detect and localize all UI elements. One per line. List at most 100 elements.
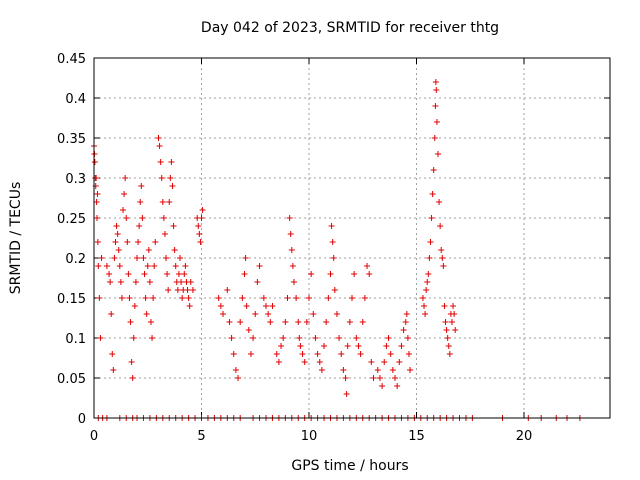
data-point (122, 175, 129, 181)
y-tick-label: 0.3 (65, 172, 86, 187)
data-point (427, 239, 434, 245)
grid-layer (94, 58, 610, 418)
data-point (112, 239, 119, 245)
data-point (383, 343, 390, 349)
data-point (357, 351, 364, 357)
data-point (186, 303, 193, 309)
data-point (364, 263, 371, 269)
data-point (146, 279, 153, 285)
data-point (428, 215, 435, 221)
data-point (93, 199, 100, 205)
data-point (432, 103, 439, 109)
data-point (370, 375, 377, 381)
data-point (91, 159, 98, 165)
data-point (139, 215, 146, 221)
data-point (250, 335, 257, 341)
y-axis-label: SRMTID / TECUs (8, 182, 24, 295)
data-point (312, 335, 319, 341)
data-point (115, 247, 122, 253)
data-point (374, 367, 381, 373)
y-tick-label: 0.15 (57, 292, 86, 307)
data-point (96, 295, 103, 301)
x-tick-label: 15 (408, 429, 425, 444)
data-point (263, 303, 269, 309)
data-point (157, 159, 164, 165)
data-point (295, 319, 302, 325)
data-point (265, 311, 272, 317)
x-axis-label: GPS time / hours (291, 458, 408, 474)
data-point (142, 295, 149, 301)
data-point (245, 327, 252, 333)
data-point (280, 335, 287, 341)
data-point (289, 263, 296, 269)
data-point (230, 351, 237, 357)
data-point (124, 239, 131, 245)
data-point (366, 271, 373, 277)
data-point (152, 239, 159, 245)
data-point (452, 327, 459, 333)
x-tick-label: 20 (516, 429, 533, 444)
data-point (328, 223, 335, 229)
tick-layer: 0 5 10 15 20 0 0.05 0.1 0.15 0.2 0.25 0.3 0.35 0.4 0.4… (57, 52, 610, 444)
data-point (343, 391, 350, 397)
data-point (215, 295, 222, 301)
data-point (381, 359, 388, 365)
data-point (198, 215, 205, 221)
data-point (287, 231, 294, 237)
y-tick-label: 0.45 (57, 52, 86, 67)
data-point (296, 335, 303, 341)
data-point (172, 263, 179, 269)
data-point (435, 151, 441, 157)
data-point (129, 375, 136, 381)
data-point (342, 375, 349, 381)
data-point (445, 343, 452, 349)
data-point (394, 383, 401, 389)
data-point (97, 335, 104, 341)
data-point (149, 335, 156, 341)
data-point (282, 319, 289, 325)
data-point (310, 311, 317, 317)
data-point (353, 335, 360, 341)
data-point (226, 319, 233, 325)
data-point (425, 271, 432, 277)
data-point (241, 271, 248, 277)
data-point (116, 263, 123, 269)
data-point (138, 183, 145, 189)
data-point (442, 319, 449, 325)
data-point (290, 279, 297, 285)
data-point (422, 311, 429, 317)
data-point (128, 359, 135, 365)
data-point (196, 231, 203, 237)
data-point (110, 367, 117, 373)
data-point (217, 303, 224, 309)
data-point (137, 199, 144, 205)
data-point (252, 311, 259, 317)
data-point (178, 279, 185, 285)
data-point (389, 367, 396, 373)
data-point (132, 279, 139, 285)
data-point (269, 303, 276, 309)
data-point (187, 279, 194, 285)
data-point (243, 303, 250, 309)
data-point (448, 319, 455, 325)
data-point (451, 311, 458, 317)
data-point (327, 271, 334, 277)
data-point (433, 119, 440, 125)
data-point (329, 239, 336, 245)
data-point (170, 223, 177, 229)
data-point (260, 295, 267, 301)
data-point (108, 311, 115, 317)
point-layer (91, 79, 583, 421)
data-point (430, 167, 437, 173)
data-point (144, 263, 151, 269)
data-point (333, 311, 340, 317)
data-point (400, 327, 407, 333)
data-point (118, 295, 125, 301)
data-point (127, 319, 134, 325)
data-point (242, 255, 249, 261)
data-point (318, 367, 325, 373)
data-point (165, 287, 172, 293)
data-point (134, 255, 140, 261)
data-point (344, 343, 351, 349)
data-point (94, 191, 101, 197)
